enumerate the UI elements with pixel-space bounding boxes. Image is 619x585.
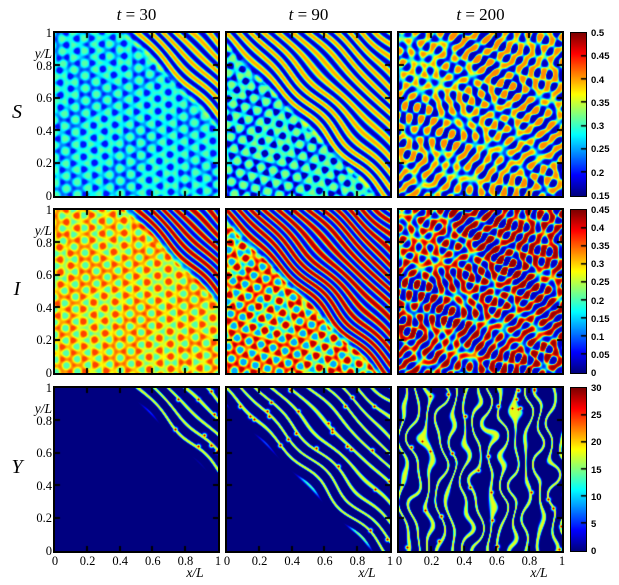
y-tick-label: 0.4 <box>36 123 52 138</box>
x-axis-label-col3: x/L <box>530 565 548 580</box>
colorbar-tick-label: 0.4 <box>591 74 605 86</box>
colorbar-tick-label: 0.45 <box>591 205 610 216</box>
x-tick-label: 0.2 <box>423 554 440 568</box>
x-tick-label: 0 <box>51 554 59 568</box>
colorbar-tick-label: 30 <box>591 383 602 394</box>
x-tick-label: 0.6 <box>488 554 505 568</box>
heatmap-canvas-S-t200 <box>399 33 562 196</box>
colorbar-tick-label: 15 <box>591 464 602 476</box>
colorbar-tick-label: 0.2 <box>591 295 605 307</box>
x-tick-label: 0.6 <box>316 554 333 568</box>
x-axis-label-col1: x/L <box>186 565 204 580</box>
colorbar-tick-label: 0.25 <box>591 277 610 289</box>
colorbar-tick-label: 0.3 <box>591 259 605 271</box>
colorbar-tick-label: 0.3 <box>591 121 605 133</box>
colorbar-tick-label: 0.45 <box>591 51 610 63</box>
y-tick-label: 0 <box>45 544 52 558</box>
colorbar-tick-label: 0.05 <box>591 349 610 361</box>
x-tick-label: 0.4 <box>456 554 472 568</box>
panel-I-t30 <box>53 208 220 375</box>
x-tick-label: 0 <box>223 554 231 568</box>
y-tick-label: 0.8 <box>36 58 52 73</box>
column-title-t30: t = 30 <box>116 5 157 24</box>
x-tick-label: 1 <box>386 554 394 568</box>
heatmap-canvas-Y-t200 <box>399 388 562 551</box>
heatmap-canvas-Y-t30 <box>55 388 218 551</box>
heatmap-canvas-S-t90 <box>227 33 390 196</box>
colorbar-canvas-Y <box>571 388 586 551</box>
colorbar-I <box>570 209 587 374</box>
colorbar-tick-label: 5 <box>591 518 597 530</box>
colorbar-tick-label: 0.15 <box>591 313 610 325</box>
colorbar-tick-label: 0.1 <box>591 331 605 343</box>
colorbar-tick-label: 0.4 <box>591 223 605 235</box>
x-tick-label: 0.8 <box>521 554 538 568</box>
colorbar-S <box>570 32 587 197</box>
y-tick-label: 0.2 <box>36 156 52 171</box>
x-tick-label: 0.4 <box>284 554 300 568</box>
column-title-t90: t = 90 <box>288 5 329 24</box>
x-axis-label-col2: x/L <box>358 565 376 580</box>
y-tick-label: 0.2 <box>36 333 52 348</box>
panel-S-t30 <box>53 31 220 198</box>
x-tick-label: 0.8 <box>177 554 194 568</box>
y-axis-label-row2: y/L <box>34 223 52 238</box>
row-label-Y: Y <box>11 456 23 478</box>
x-tick-label: 0.2 <box>251 554 268 568</box>
panel-Y-t30 <box>53 386 220 553</box>
colorbar-canvas-I <box>571 210 586 373</box>
y-tick-label: 1 <box>45 381 52 395</box>
panel-S-t200 <box>397 31 564 198</box>
colorbar-tick-label: 0 <box>591 546 597 557</box>
y-axis-label-row1: y/L <box>34 46 52 61</box>
x-tick-label: 0.2 <box>79 554 96 568</box>
y-tick-label: 0.6 <box>36 446 52 461</box>
colorbar-tick-label: 0 <box>591 368 597 379</box>
colorbar-tick-label: 0.35 <box>591 241 610 253</box>
colorbar-tick-label: 0.35 <box>591 97 610 109</box>
y-tick-label: 0.8 <box>36 235 52 250</box>
panel-Y-t90 <box>225 386 392 553</box>
heatmap-canvas-S-t30 <box>55 33 218 196</box>
row-label-S: S <box>12 101 22 123</box>
y-tick-label: 0.8 <box>36 413 52 428</box>
colorbar-tick-label: 0.5 <box>591 28 605 39</box>
panel-Y-t200 <box>397 386 564 553</box>
column-title-t200: t = 200 <box>456 5 505 24</box>
colorbar-tick-label: 20 <box>591 437 602 449</box>
heatmap-canvas-I-t30 <box>55 210 218 373</box>
panel-I-t90 <box>225 208 392 375</box>
heatmap-canvas-Y-t90 <box>227 388 390 551</box>
y-tick-label: 0.6 <box>36 268 52 283</box>
y-axis-label-row3: y/L <box>34 401 52 416</box>
y-tick-label: 0.6 <box>36 91 52 106</box>
panel-I-t200 <box>397 208 564 375</box>
row-label-I: I <box>13 278 21 300</box>
y-tick-label: 0 <box>45 189 52 203</box>
x-tick-label: 0 <box>395 554 403 568</box>
panel-S-t90 <box>225 31 392 198</box>
x-tick-label: 1 <box>214 554 222 568</box>
colorbar-tick-label: 0.2 <box>591 167 605 179</box>
colorbar-tick-label: 10 <box>591 491 602 503</box>
x-tick-label: 0.4 <box>112 554 128 568</box>
colorbar-Y <box>570 387 587 552</box>
colorbar-tick-label: 0.15 <box>591 191 610 202</box>
y-tick-label: 1 <box>45 26 52 40</box>
x-tick-label: 1 <box>558 554 566 568</box>
heatmap-canvas-I-t90 <box>227 210 390 373</box>
colorbar-tick-label: 25 <box>591 410 602 422</box>
heatmap-canvas-I-t200 <box>399 210 562 373</box>
y-tick-label: 1 <box>45 203 52 217</box>
y-tick-label: 0 <box>45 366 52 380</box>
y-tick-label: 0.2 <box>36 511 52 526</box>
x-tick-label: 0.8 <box>349 554 366 568</box>
x-tick-label: 0.6 <box>144 554 161 568</box>
colorbar-canvas-S <box>571 33 586 196</box>
y-tick-label: 0.4 <box>36 478 52 493</box>
colorbar-tick-label: 0.25 <box>591 144 610 156</box>
y-tick-label: 0.4 <box>36 300 52 315</box>
